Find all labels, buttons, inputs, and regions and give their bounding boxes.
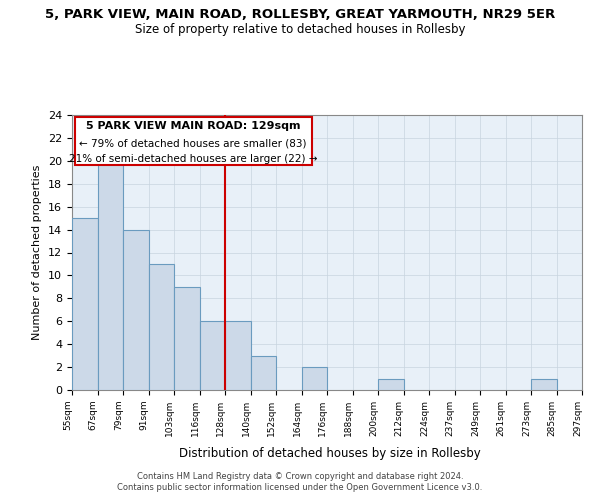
Bar (302, 367, 327, 390)
Y-axis label: Number of detached properties: Number of detached properties (32, 165, 43, 340)
Text: ← 79% of detached houses are smaller (83): ← 79% of detached houses are smaller (83… (79, 138, 307, 148)
Bar (72, 218, 97, 390)
Text: Size of property relative to detached houses in Rollesby: Size of property relative to detached ho… (135, 22, 465, 36)
Text: Distribution of detached houses by size in Rollesby: Distribution of detached houses by size … (179, 448, 481, 460)
Bar (531, 378, 557, 390)
Bar (123, 230, 149, 390)
Bar (174, 287, 199, 390)
Bar (199, 322, 225, 390)
Text: 21% of semi-detached houses are larger (22) →: 21% of semi-detached houses are larger (… (69, 154, 317, 164)
Bar (225, 322, 251, 390)
Bar (149, 264, 174, 390)
Bar (251, 356, 276, 390)
Bar (378, 378, 404, 390)
Bar (97, 161, 123, 390)
Text: 5 PARK VIEW MAIN ROAD: 129sqm: 5 PARK VIEW MAIN ROAD: 129sqm (86, 122, 301, 132)
Text: 5, PARK VIEW, MAIN ROAD, ROLLESBY, GREAT YARMOUTH, NR29 5ER: 5, PARK VIEW, MAIN ROAD, ROLLESBY, GREAT… (45, 8, 555, 20)
Text: Contains public sector information licensed under the Open Government Licence v3: Contains public sector information licen… (118, 484, 482, 492)
Text: Contains HM Land Registry data © Crown copyright and database right 2024.: Contains HM Land Registry data © Crown c… (137, 472, 463, 481)
